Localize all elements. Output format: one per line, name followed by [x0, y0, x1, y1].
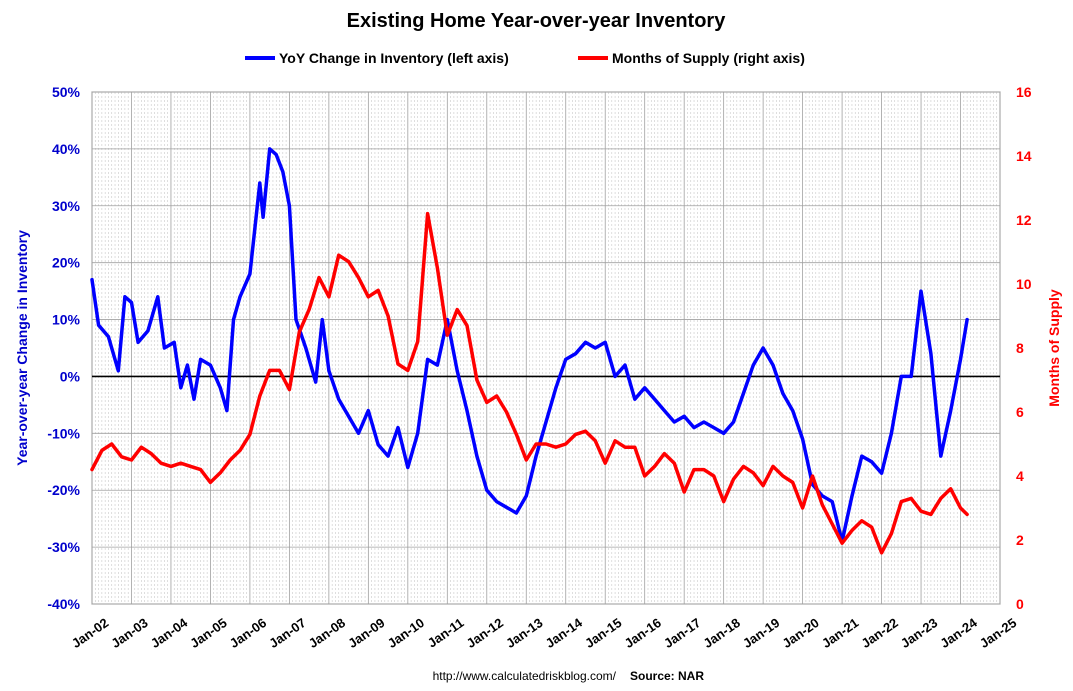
- right-tick-label: 4: [1016, 468, 1024, 484]
- left-tick-label: 30%: [52, 198, 81, 214]
- x-tick-label: Jan-21: [819, 615, 861, 651]
- x-tick-label: Jan-08: [306, 615, 348, 651]
- left-tick-label: 50%: [52, 84, 81, 100]
- legend-label-yoy: YoY Change in Inventory (left axis): [279, 50, 509, 66]
- left-tick-label: 40%: [52, 141, 81, 157]
- x-tick-label: Jan-04: [148, 615, 191, 651]
- x-tick-label: Jan-22: [858, 615, 900, 651]
- major-gridlines: [91, 91, 1001, 605]
- x-tick-label: Jan-17: [661, 615, 703, 651]
- right-tick-label: 16: [1016, 84, 1032, 100]
- left-tick-label: 10%: [52, 312, 81, 328]
- right-axis-label: Months of Supply: [1046, 289, 1062, 407]
- left-tick-label: -40%: [47, 596, 80, 612]
- x-tick-label: Jan-23: [898, 615, 940, 651]
- legend-label-supply: Months of Supply (right axis): [612, 50, 805, 66]
- x-tick-label: Jan-25: [977, 615, 1019, 651]
- x-tick-label: Jan-14: [543, 615, 586, 651]
- x-tick-label: Jan-12: [464, 615, 506, 651]
- x-tick-label: Jan-10: [385, 615, 427, 651]
- x-tick-label: Jan-13: [503, 615, 545, 651]
- right-tick-label: 2: [1016, 532, 1024, 548]
- right-axis-ticks: 0 2 4 6 8 10 12 14 16: [1016, 84, 1032, 612]
- footer-url: http://www.calculatedriskblog.com/: [433, 669, 617, 683]
- series-layer: [90, 147, 969, 555]
- x-tick-label: Jan-07: [266, 615, 308, 651]
- x-tick-label: Jan-06: [227, 615, 269, 651]
- x-tick-label: Jan-05: [187, 615, 229, 651]
- chart-title: Existing Home Year-over-year Inventory: [347, 10, 727, 32]
- series-line-yoy-change: [90, 147, 969, 544]
- right-tick-label: 12: [1016, 212, 1032, 228]
- x-tick-label: Jan-19: [740, 615, 782, 651]
- footer-source: Source: NAR: [630, 669, 704, 683]
- right-tick-label: 6: [1016, 404, 1024, 420]
- left-tick-label: -10%: [47, 425, 80, 441]
- left-tick-label: 20%: [52, 255, 81, 271]
- x-tick-label: Jan-20: [779, 615, 821, 651]
- right-tick-label: 14: [1016, 148, 1032, 164]
- x-tick-label: Jan-03: [108, 615, 150, 651]
- legend: YoY Change in Inventory (left axis) Mont…: [245, 50, 805, 66]
- x-tick-label: Jan-09: [345, 615, 387, 651]
- left-tick-label: -30%: [47, 539, 80, 555]
- left-tick-label: -20%: [47, 482, 80, 498]
- x-tick-label: Jan-02: [69, 615, 111, 651]
- right-tick-label: 8: [1016, 340, 1024, 356]
- x-axis-ticks: Jan-02Jan-03Jan-04Jan-05Jan-06Jan-07Jan-…: [69, 615, 1019, 651]
- right-tick-label: 10: [1016, 276, 1032, 292]
- series-line-months-supply: [90, 211, 969, 555]
- left-tick-label: 0%: [60, 368, 81, 384]
- x-tick-label: Jan-11: [425, 615, 467, 651]
- left-axis-label: Year-over-year Change in Inventory: [14, 230, 30, 466]
- minor-gridlines: [94, 92, 998, 604]
- x-tick-label: Jan-24: [937, 615, 980, 651]
- right-tick-label: 0: [1016, 596, 1024, 612]
- x-tick-label: Jan-15: [582, 615, 624, 651]
- left-axis-ticks: -40% -30% -20% -10% 0% 10% 20% 30% 40% 50%: [47, 84, 80, 612]
- x-tick-label: Jan-16: [622, 615, 664, 651]
- x-tick-label: Jan-18: [701, 615, 743, 651]
